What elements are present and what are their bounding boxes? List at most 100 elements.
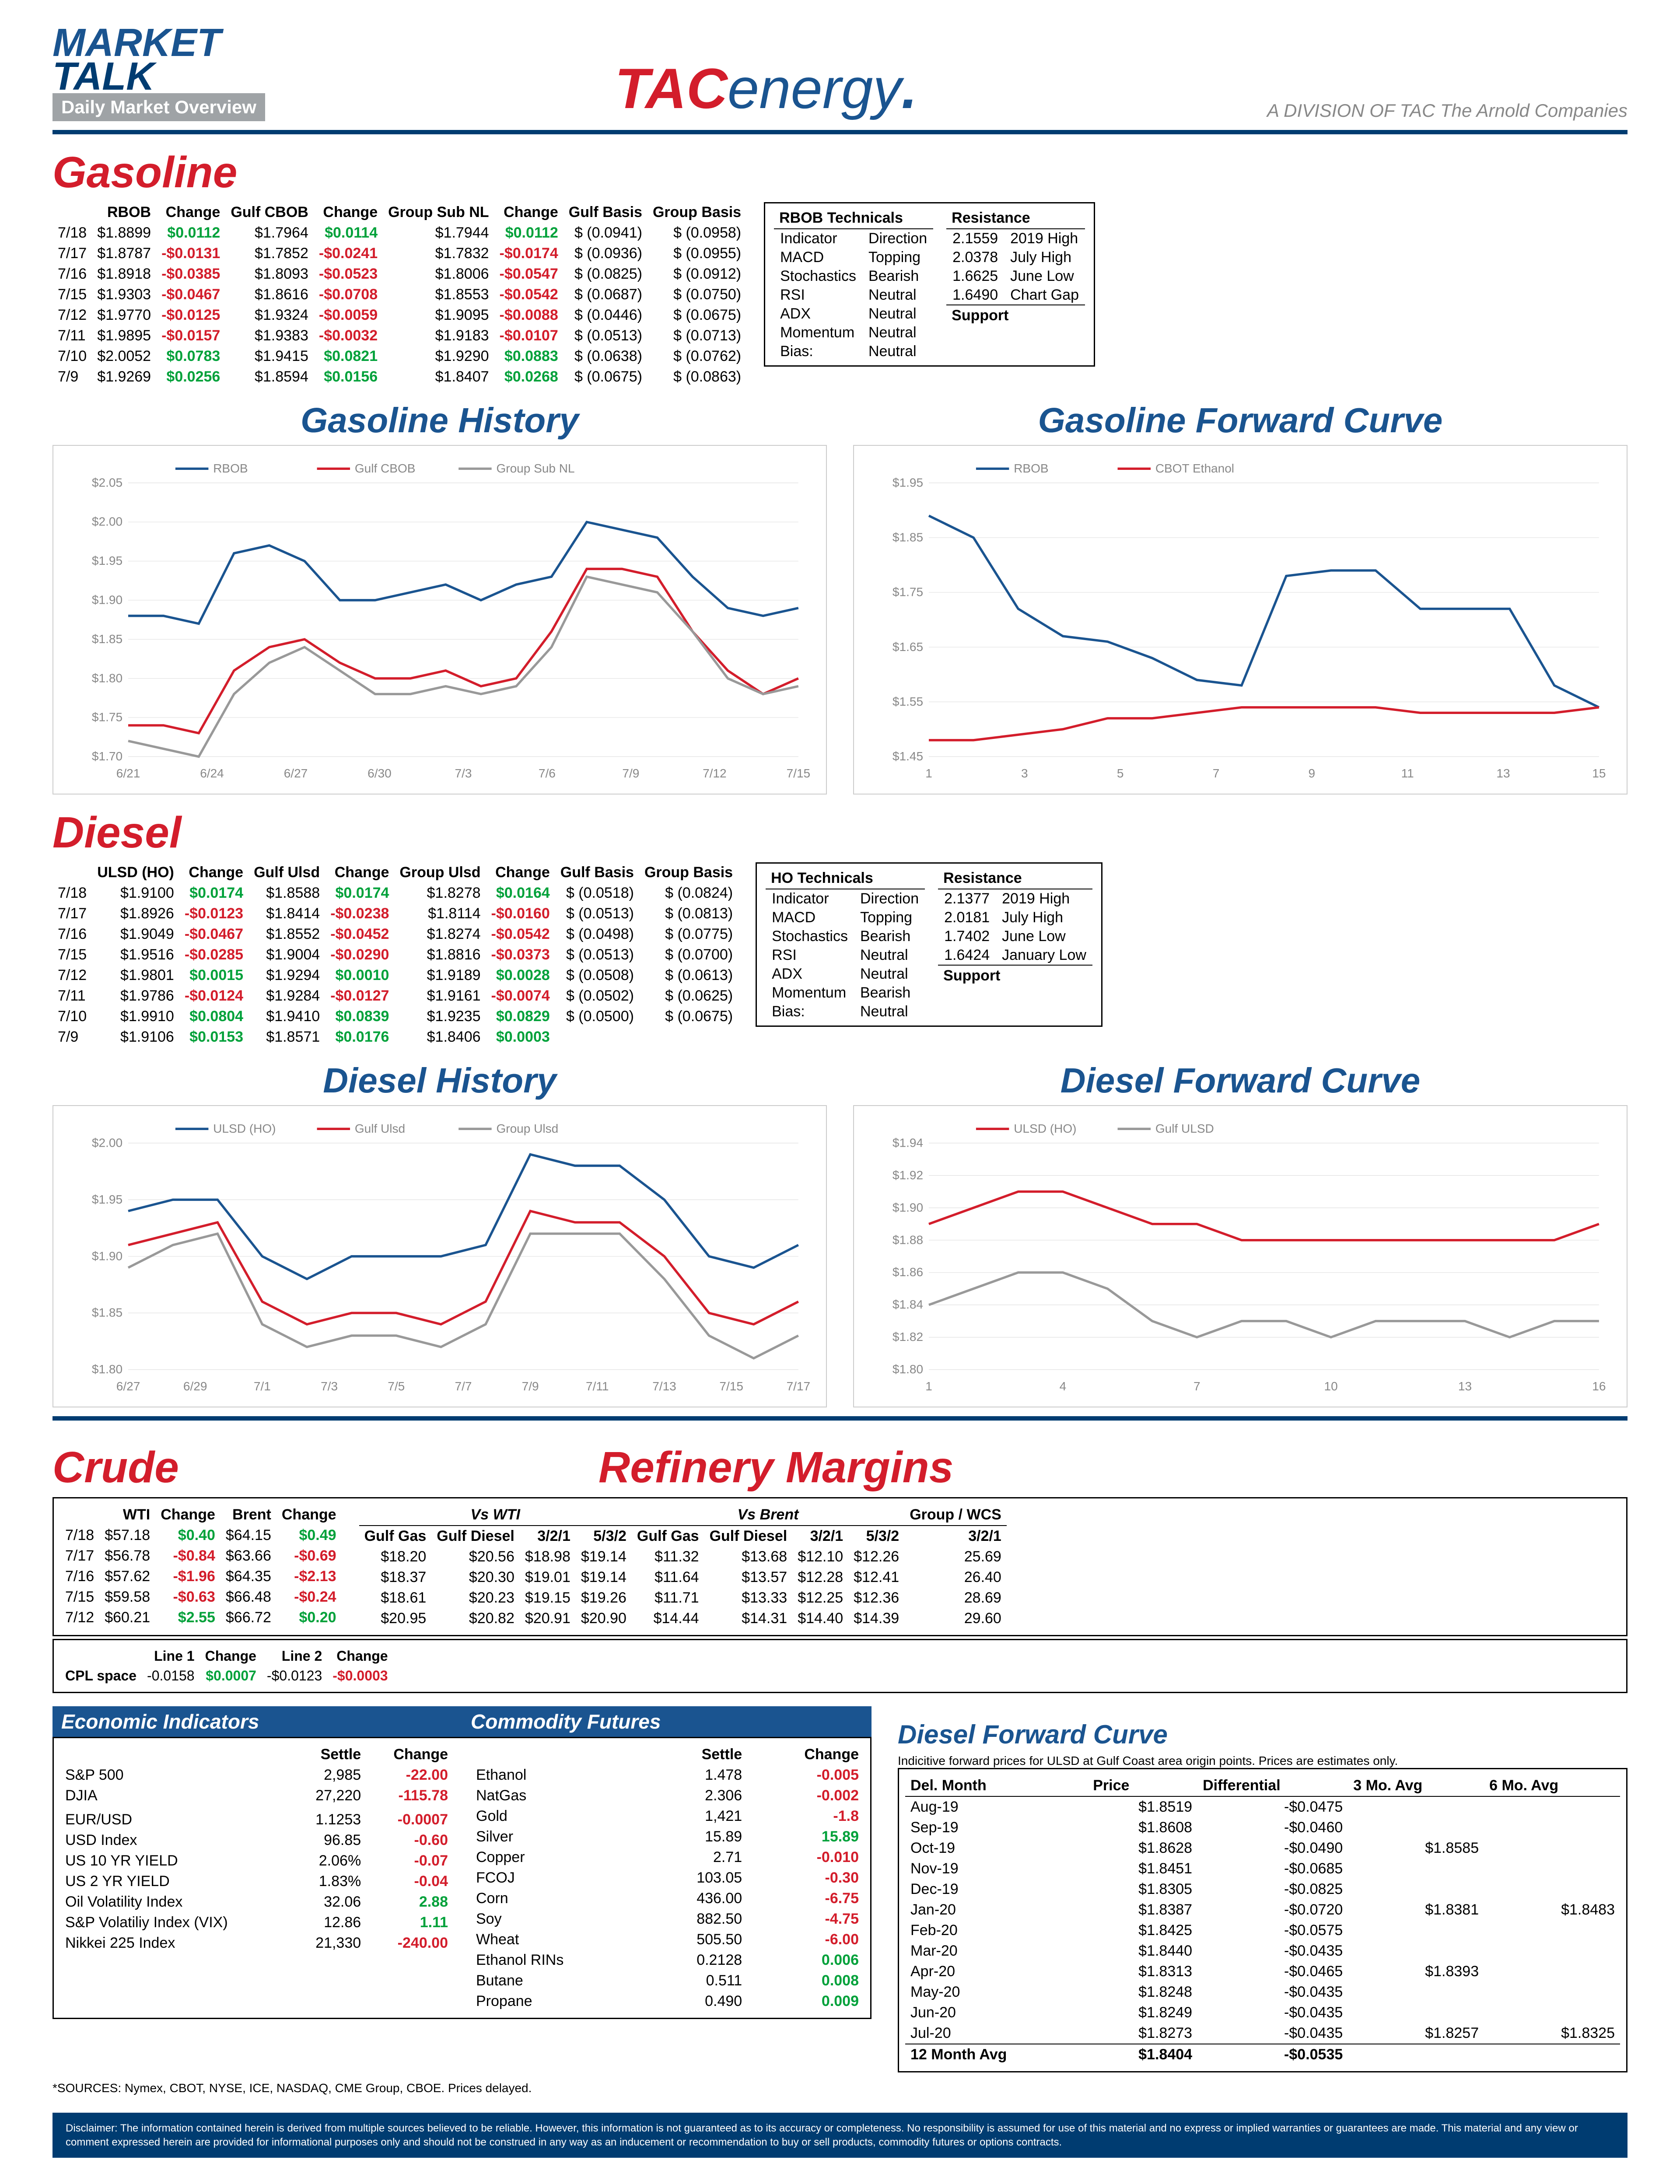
- svg-text:$1.85: $1.85: [92, 1306, 122, 1320]
- svg-text:ULSD (HO): ULSD (HO): [1014, 1122, 1076, 1135]
- svg-text:$1.90: $1.90: [92, 593, 122, 607]
- svg-text:4: 4: [1060, 1379, 1067, 1393]
- logo-tac: TACenergy.: [265, 56, 1267, 121]
- svg-text:$1.75: $1.75: [92, 710, 122, 724]
- svg-text:$1.92: $1.92: [892, 1168, 923, 1182]
- ho-technicals: HO TechnicalsIndicatorDirectionMACDToppi…: [756, 862, 1102, 1027]
- market-report: MARKETTALK Daily Market Overview TACener…: [0, 0, 1680, 2184]
- svg-text:7: 7: [1213, 766, 1220, 780]
- svg-text:9: 9: [1309, 766, 1316, 780]
- diesel-history-title: Diesel History: [52, 1060, 827, 1101]
- svg-text:$1.90: $1.90: [892, 1200, 923, 1214]
- logo-market-talk: MARKETTALK Daily Market Overview: [52, 26, 265, 121]
- svg-text:$1.85: $1.85: [92, 632, 122, 646]
- svg-text:7/12: 7/12: [703, 766, 727, 780]
- svg-text:13: 13: [1458, 1379, 1472, 1393]
- diesel-history-chart: $1.80 $1.85 $1.90 $1.95 $2.00 6/27 6/29 7/1 7/3 7…: [52, 1105, 827, 1407]
- svg-text:$1.95: $1.95: [892, 476, 923, 489]
- sources: *SOURCES: Nymex, CBOT, NYSE, ICE, NASDAQ…: [52, 2081, 1628, 2095]
- dfc-table: Del. MonthPriceDifferential3 Mo. Avg6 Mo…: [905, 1775, 1620, 2065]
- rbob-technicals: RBOB TechnicalsIndicatorDirectionMACDTop…: [764, 202, 1095, 367]
- svg-text:1: 1: [925, 1379, 932, 1393]
- subtitle: Daily Market Overview: [52, 93, 265, 121]
- svg-text:Group Ulsd: Group Ulsd: [496, 1122, 558, 1135]
- eco-table: SettleChangeS&P 5002,985-22.00DJIA27,220…: [60, 1744, 453, 1953]
- gasoline-table: RBOBChangeGulf CBOBChangeGroup Sub NLCha…: [52, 202, 746, 387]
- svg-text:$1.82: $1.82: [892, 1330, 923, 1344]
- dfc-table-title: Diesel Forward Curve: [898, 1719, 1628, 1750]
- svg-text:7/3: 7/3: [321, 1379, 338, 1393]
- svg-text:RBOB: RBOB: [213, 462, 248, 475]
- svg-text:$1.95: $1.95: [92, 1193, 122, 1206]
- crude-table: WTIChangeBrentChange7/18$57.18$0.40$64.1…: [60, 1505, 342, 1628]
- svg-text:6/30: 6/30: [368, 766, 392, 780]
- svg-text:$1.80: $1.80: [892, 1362, 923, 1376]
- svg-text:7/17: 7/17: [787, 1379, 811, 1393]
- svg-text:$1.90: $1.90: [92, 1249, 122, 1263]
- svg-text:6/29: 6/29: [183, 1379, 207, 1393]
- svg-text:CBOT Ethanol: CBOT Ethanol: [1155, 462, 1234, 475]
- crude-refinery-box: WTIChangeBrentChange7/18$57.18$0.40$64.1…: [52, 1497, 1628, 1636]
- svg-text:$2.05: $2.05: [92, 476, 122, 489]
- svg-text:15: 15: [1592, 766, 1606, 780]
- svg-text:$2.00: $2.00: [92, 515, 122, 528]
- dfc-note: Indicitive forward prices for ULSD at Gu…: [898, 1754, 1628, 1768]
- diesel-table: ULSD (HO)ChangeGulf UlsdChangeGroup Ulsd…: [52, 862, 738, 1047]
- svg-text:$2.00: $2.00: [92, 1136, 122, 1149]
- svg-text:$1.84: $1.84: [892, 1298, 923, 1311]
- svg-text:RBOB: RBOB: [1014, 462, 1048, 475]
- crude-title: Crude: [52, 1442, 572, 1493]
- svg-text:11: 11: [1401, 766, 1414, 780]
- svg-text:6/27: 6/27: [284, 766, 308, 780]
- svg-text:$1.75: $1.75: [892, 585, 923, 599]
- svg-text:$1.80: $1.80: [92, 1362, 122, 1376]
- svg-text:7/7: 7/7: [455, 1379, 472, 1393]
- gasoline-row: RBOBChangeGulf CBOBChangeGroup Sub NLCha…: [52, 202, 1628, 387]
- header: MARKETTALK Daily Market Overview TACener…: [52, 26, 1628, 121]
- svg-text:7: 7: [1194, 1379, 1200, 1393]
- svg-text:Gulf CBOB: Gulf CBOB: [355, 462, 416, 475]
- svg-text:Gulf Ulsd: Gulf Ulsd: [355, 1122, 405, 1135]
- svg-text:16: 16: [1592, 1379, 1606, 1393]
- gas-history-title: Gasoline History: [52, 400, 827, 441]
- disclaimer: Disclaimer: The information contained he…: [52, 2113, 1628, 2157]
- svg-text:7/13: 7/13: [652, 1379, 676, 1393]
- svg-text:10: 10: [1324, 1379, 1338, 1393]
- svg-text:Group Sub NL: Group Sub NL: [496, 462, 574, 475]
- svg-text:6/21: 6/21: [116, 766, 140, 780]
- svg-text:5: 5: [1117, 766, 1124, 780]
- svg-text:$1.94: $1.94: [892, 1136, 923, 1149]
- svg-text:7/3: 7/3: [455, 766, 472, 780]
- divider: [52, 130, 1628, 134]
- refinery-title: Refinery Margins: [598, 1442, 1628, 1493]
- svg-text:7/15: 7/15: [719, 1379, 743, 1393]
- svg-text:7/1: 7/1: [254, 1379, 271, 1393]
- svg-text:3: 3: [1021, 766, 1028, 780]
- gas-forward-chart: $1.45$1.55$1.65$1.75$1.85$1.951357911131…: [853, 445, 1628, 794]
- eco-header: Economic Indicators: [52, 1706, 462, 1737]
- svg-text:$1.86: $1.86: [892, 1265, 923, 1279]
- svg-text:$1.55: $1.55: [892, 695, 923, 708]
- svg-text:7/11: 7/11: [586, 1379, 609, 1393]
- svg-text:6/27: 6/27: [116, 1379, 140, 1393]
- svg-text:7/15: 7/15: [787, 766, 811, 780]
- svg-text:6/24: 6/24: [200, 766, 224, 780]
- tagline: A DIVISION OF TAC The Arnold Companies: [1267, 100, 1628, 121]
- divider: [52, 1416, 1628, 1421]
- eco-commodity-box: SettleChangeS&P 5002,985-22.00DJIA27,220…: [52, 1737, 872, 2019]
- svg-text:7/9: 7/9: [622, 766, 639, 780]
- gas-history-chart: $1.70$1.75$1.80$1.85$1.90$1.95$2.00$2.05…: [52, 445, 827, 794]
- diesel-forward-chart: $1.80 $1.82 $1.84 $1.86 $1.88 $1.90 $1.92 $1.94…: [853, 1105, 1628, 1407]
- svg-text:$1.88: $1.88: [892, 1233, 923, 1246]
- diesel-title: Diesel: [52, 808, 1628, 858]
- svg-text:7/5: 7/5: [388, 1379, 405, 1393]
- svg-text:1: 1: [925, 766, 932, 780]
- commodity-table: SettleChangeEthanol1.478-0.005NatGas2.30…: [471, 1744, 864, 2012]
- cpl-table: Line 1ChangeLine 2ChangeCPL space-0.0158…: [60, 1646, 393, 1686]
- svg-text:$1.65: $1.65: [892, 640, 923, 654]
- commodity-header: Commodity Futures: [462, 1706, 872, 1737]
- dfc-table-box: Del. MonthPriceDifferential3 Mo. Avg6 Mo…: [898, 1768, 1628, 2072]
- svg-text:$1.45: $1.45: [892, 749, 923, 763]
- gas-forward-title: Gasoline Forward Curve: [853, 400, 1628, 441]
- svg-text:$1.85: $1.85: [892, 530, 923, 544]
